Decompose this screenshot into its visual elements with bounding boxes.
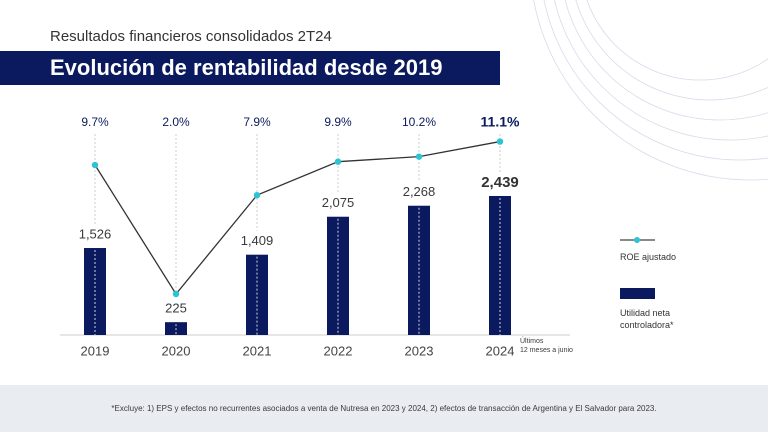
x-tick-label: 2024 [486, 343, 515, 358]
legend-label: Utilidad neta controladora* [620, 308, 674, 330]
roe-point [334, 158, 342, 165]
roe-value-label: 11.1% [481, 114, 520, 130]
x-tick-label: 2023 [405, 343, 434, 358]
bar [408, 205, 430, 335]
bar-value-label: 1,526 [79, 226, 112, 241]
roe-value-label: 10.2% [402, 115, 436, 129]
roe-value-label: 9.7% [81, 115, 109, 129]
roe-value-label: 7.9% [243, 115, 271, 129]
roe-value-label: 2.0% [162, 115, 190, 129]
annotation: 12 meses a junio [520, 347, 573, 354]
footnote: *Excluye: 1) EPS y efectos no recurrente… [111, 404, 656, 413]
title-banner [0, 51, 500, 85]
x-tick-label: 2019 [81, 343, 110, 358]
roe-point [91, 161, 99, 169]
bar-value-label: 2,439 [481, 174, 519, 191]
roe-point [172, 290, 180, 298]
bar-value-label: 225 [165, 301, 187, 316]
bar-value-label: 1,409 [241, 233, 274, 248]
roe-point [415, 153, 423, 160]
legend-marker [634, 237, 640, 243]
roe-line [94, 140, 501, 296]
bar [489, 195, 511, 335]
bar-value-label: 2,268 [403, 184, 436, 199]
annotation: Últimos [520, 336, 544, 345]
decor-arcs [533, 0, 768, 181]
bar-value-label: 2,075 [322, 195, 355, 210]
chart-title: Evolución de rentabilidad desde 2019 [50, 55, 442, 80]
x-tick-label: 2021 [243, 343, 272, 358]
roe-point [496, 138, 504, 145]
footer-band [0, 385, 768, 432]
x-tick-label: 2022 [324, 343, 353, 358]
roe-point [253, 191, 261, 199]
subtitle: Resultados financieros consolidados 2T24 [50, 28, 332, 45]
bar [246, 254, 268, 335]
x-tick-label: 2020 [162, 343, 191, 358]
roe-value-label: 9.9% [324, 115, 352, 129]
legend-label: ROE ajustado [620, 252, 677, 262]
legend-swatch [620, 288, 655, 299]
